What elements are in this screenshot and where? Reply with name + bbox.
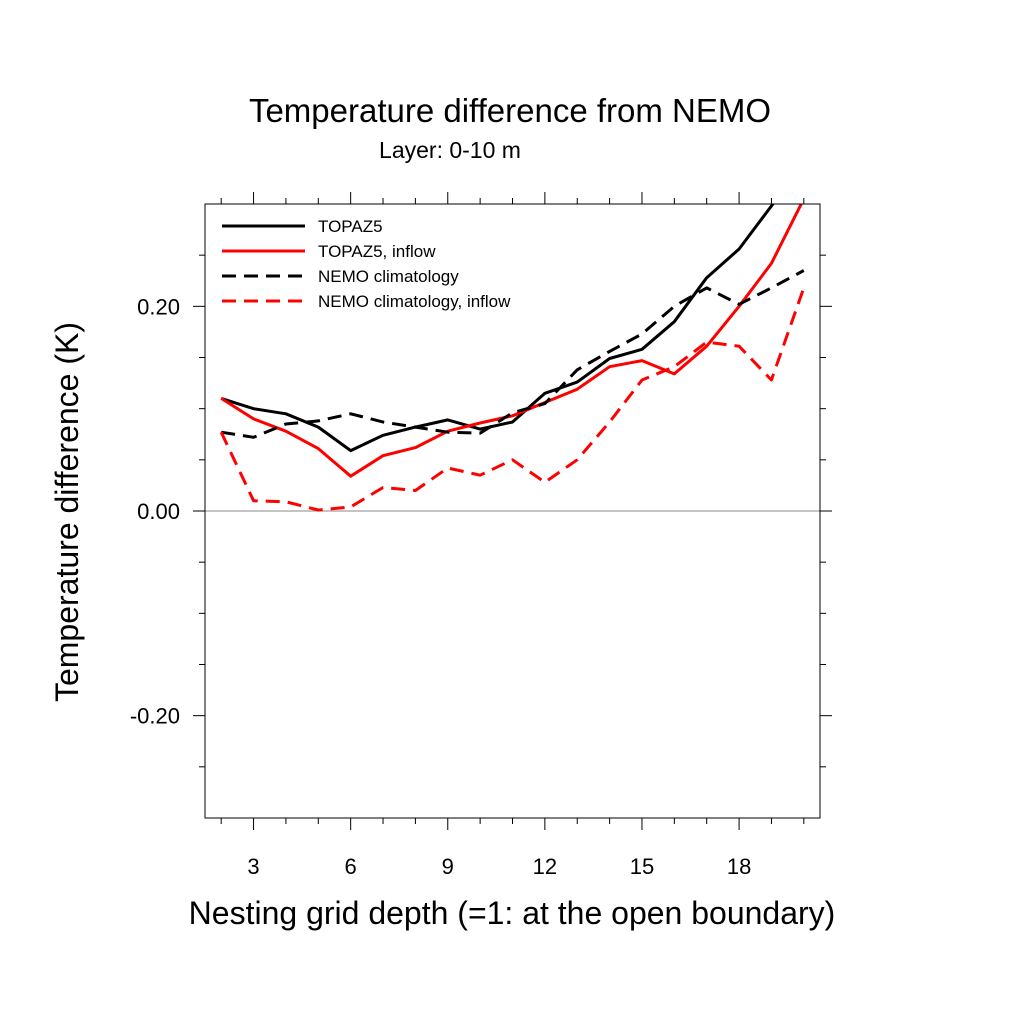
x-axis-label: Nesting grid depth (=1: at the open boun…	[189, 895, 836, 931]
legend: TOPAZ5 TOPAZ5, inflow NEMO climatology NEMO…	[222, 217, 511, 311]
legend-label: TOPAZ5, inflow	[318, 242, 436, 261]
y-tick-label: 0.20	[137, 294, 180, 319]
legend-label: NEMO climatology, inflow	[318, 292, 511, 311]
x-tick-label: 18	[727, 854, 751, 879]
x-tick-label: 12	[533, 854, 557, 879]
series-line-2	[220, 204, 803, 478]
x-tick-label: 3	[247, 854, 259, 879]
chart-subtitle: Layer: 0-10 m	[379, 137, 521, 163]
x-tick-label: 15	[630, 854, 654, 879]
legend-label: TOPAZ5	[318, 217, 383, 236]
y-axis-label: Temperature difference (K)	[49, 322, 85, 702]
y-tick-label: -0.20	[130, 704, 180, 729]
series-line-4	[219, 287, 806, 512]
series-line-1	[220, 204, 775, 453]
legend-label: NEMO climatology	[318, 267, 459, 286]
y-tick-label: 0.00	[137, 499, 180, 524]
x-tick-label: 6	[345, 854, 357, 879]
chart-title: Temperature difference from NEMO	[249, 92, 771, 129]
x-tick-label: 9	[442, 854, 454, 879]
series-line-3	[220, 269, 805, 439]
